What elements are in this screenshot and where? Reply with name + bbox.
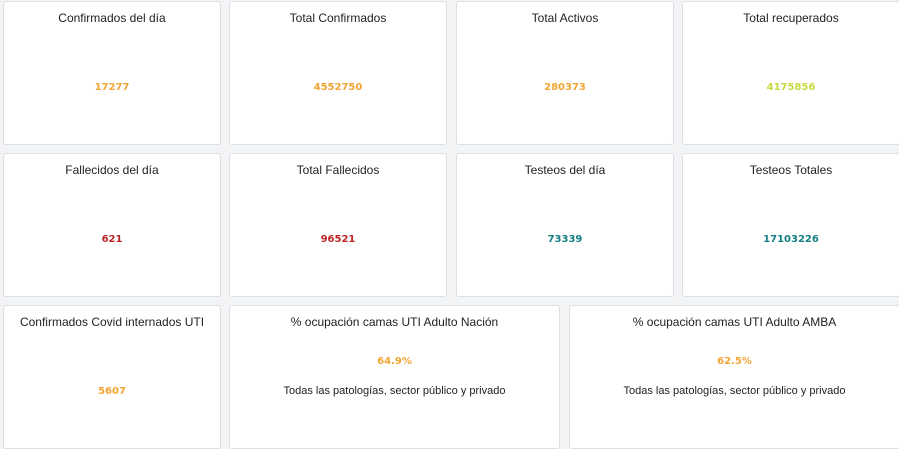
card-value: 96521 bbox=[320, 234, 356, 245]
card-label: Confirmados Covid internados UTI bbox=[19, 315, 205, 329]
card-ocupacion-uti-amba: % ocupación camas UTI Adulto AMBA 62.5% … bbox=[569, 305, 899, 449]
card-subtitle: Todas las patologías, sector público y p… bbox=[623, 385, 846, 397]
card-confirmados-del-dia: Confirmados del día 17277 bbox=[3, 1, 221, 145]
card-label: Testeos Totales bbox=[749, 163, 833, 177]
card-total-recuperados: Total recuperados 4175856 bbox=[682, 1, 899, 145]
card-value: 5607 bbox=[98, 386, 126, 397]
card-value: 621 bbox=[101, 234, 123, 245]
card-value: 4175856 bbox=[766, 82, 816, 93]
card-total-confirmados: Total Confirmados 4552750 bbox=[229, 1, 447, 145]
card-label: Total Confirmados bbox=[289, 11, 387, 25]
card-subtitle: Todas las patologías, sector público y p… bbox=[283, 385, 506, 397]
card-value: 17277 bbox=[94, 82, 130, 93]
card-ocupacion-uti-nacion: % ocupación camas UTI Adulto Nación 64.9… bbox=[229, 305, 560, 449]
card-percentage: 64.9% bbox=[377, 356, 412, 367]
card-testeos-del-dia: Testeos del día 73339 bbox=[456, 153, 674, 297]
card-value: 73339 bbox=[547, 234, 583, 245]
card-label: Total recuperados bbox=[743, 11, 839, 25]
card-value: 17103226 bbox=[763, 234, 819, 245]
card-label: % ocupación camas UTI Adulto AMBA bbox=[632, 315, 837, 329]
card-label: Confirmados del día bbox=[58, 11, 166, 25]
card-testeos-totales: Testeos Totales 17103226 bbox=[682, 153, 899, 297]
card-fallecidos-del-dia: Fallecidos del día 621 bbox=[3, 153, 221, 297]
card-label: Fallecidos del día bbox=[65, 163, 159, 177]
card-label: Total Fallecidos bbox=[296, 163, 380, 177]
card-percentage: 62.5% bbox=[717, 356, 752, 367]
card-value: 4552750 bbox=[313, 82, 363, 93]
card-confirmados-internados-uti: Confirmados Covid internados UTI 5607 bbox=[3, 305, 221, 449]
card-label: % ocupación camas UTI Adulto Nación bbox=[290, 315, 499, 329]
card-label: Testeos del día bbox=[524, 163, 606, 177]
card-total-fallecidos: Total Fallecidos 96521 bbox=[229, 153, 447, 297]
card-total-activos: Total Activos 280373 bbox=[456, 1, 674, 145]
card-value: 280373 bbox=[544, 82, 586, 93]
card-label: Total Activos bbox=[531, 11, 599, 25]
